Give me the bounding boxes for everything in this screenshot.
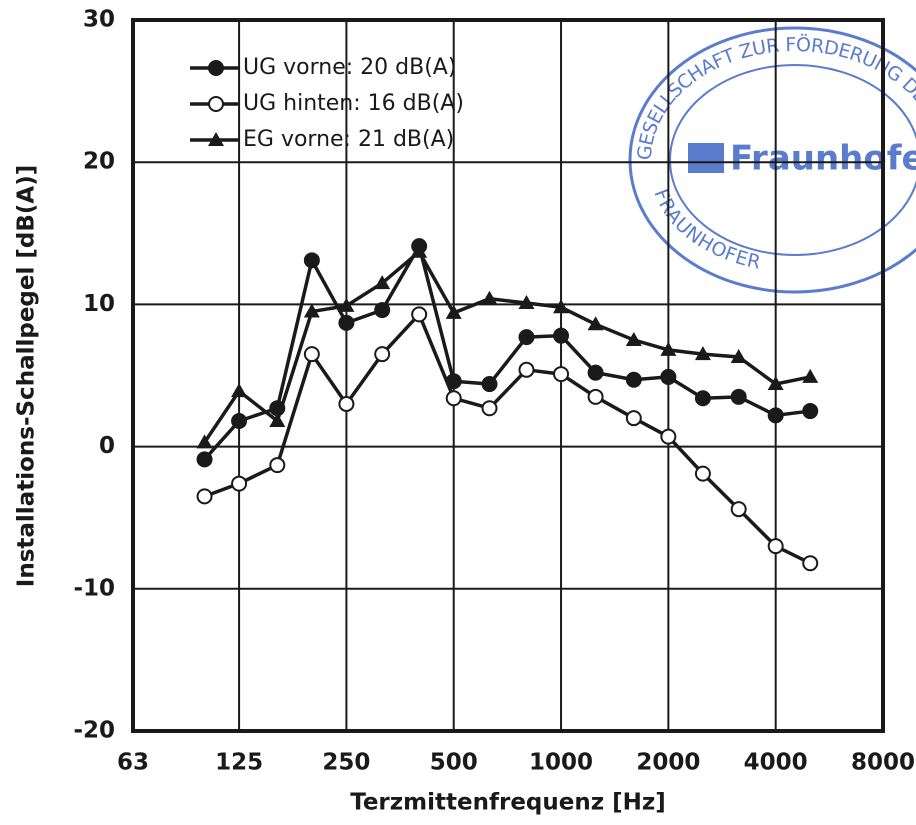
marker (802, 403, 819, 420)
marker (730, 349, 747, 364)
marker (625, 410, 642, 427)
series (196, 243, 819, 449)
legend-label: EG vorne: 21 dB(A) (243, 127, 454, 152)
y-tick-label: 0 (99, 433, 115, 459)
marker (303, 346, 320, 363)
stamp-logo (688, 143, 724, 173)
marker (196, 488, 213, 505)
marker (445, 304, 462, 319)
marker (411, 243, 428, 258)
legend-label: UG hinten: 16 dB(A) (243, 91, 464, 116)
legend-marker (208, 96, 224, 112)
marker (518, 329, 535, 346)
stamp-ring (669, 64, 916, 256)
marker (660, 368, 677, 385)
marker (231, 383, 248, 398)
marker (694, 465, 711, 482)
legend-marker (208, 60, 224, 76)
marker (338, 395, 355, 412)
marker (303, 252, 320, 269)
marker (802, 368, 819, 383)
marker (196, 451, 213, 468)
marker (481, 290, 498, 305)
marker (767, 376, 784, 391)
marker (767, 407, 784, 424)
marker (802, 555, 819, 572)
marker (196, 434, 213, 449)
marker (269, 457, 286, 474)
x-tick-label: 2000 (636, 750, 700, 776)
marker (338, 297, 355, 312)
x-tick-label: 500 (430, 750, 478, 776)
marker (518, 361, 535, 378)
x-axis-label: Terzmittenfrequenz [Hz] (350, 790, 666, 816)
plot-frame (131, 18, 885, 733)
marker (730, 388, 747, 405)
marker (587, 388, 604, 405)
y-tick-label: -10 (73, 575, 115, 601)
marker (694, 390, 711, 407)
y-tick-label: 20 (83, 149, 115, 175)
marker (518, 294, 535, 309)
marker (374, 302, 391, 319)
y-axis-label: Installations-Schallpegel [dB(A)] (14, 165, 40, 587)
marker (625, 331, 642, 346)
marker (730, 501, 747, 518)
x-tick-label: 8000 (851, 750, 915, 776)
marker (411, 306, 428, 323)
x-tick-label: 125 (215, 750, 263, 776)
y-tick-label: 10 (83, 291, 115, 317)
series (196, 306, 819, 572)
x-tick-label: 4000 (744, 750, 808, 776)
marker (231, 475, 248, 492)
marker (338, 314, 355, 331)
marker (481, 376, 498, 393)
marker (767, 538, 784, 555)
marker (553, 366, 570, 383)
marker (660, 428, 677, 445)
x-tick-label: 1000 (529, 750, 593, 776)
marker (231, 413, 248, 430)
marker (694, 346, 711, 361)
marker (481, 400, 498, 417)
marker (269, 413, 286, 428)
y-tick-label: -20 (73, 718, 115, 744)
marker (625, 371, 642, 388)
x-tick-label: 63 (117, 750, 149, 776)
stamp-ring (628, 26, 916, 294)
series-line (203, 311, 812, 565)
marker (553, 299, 570, 314)
x-tick-label: 250 (322, 750, 370, 776)
marker (587, 364, 604, 381)
marker (374, 346, 391, 363)
y-tick-label: 30 (83, 7, 115, 33)
series-line (203, 249, 811, 444)
marker (445, 390, 462, 407)
legend-marker (208, 132, 224, 146)
marker (303, 303, 320, 318)
marker (553, 327, 570, 344)
marker (587, 316, 604, 331)
legend-label: UG vorne: 20 dB(A) (243, 55, 456, 80)
marker (374, 275, 391, 290)
marker (660, 341, 677, 356)
